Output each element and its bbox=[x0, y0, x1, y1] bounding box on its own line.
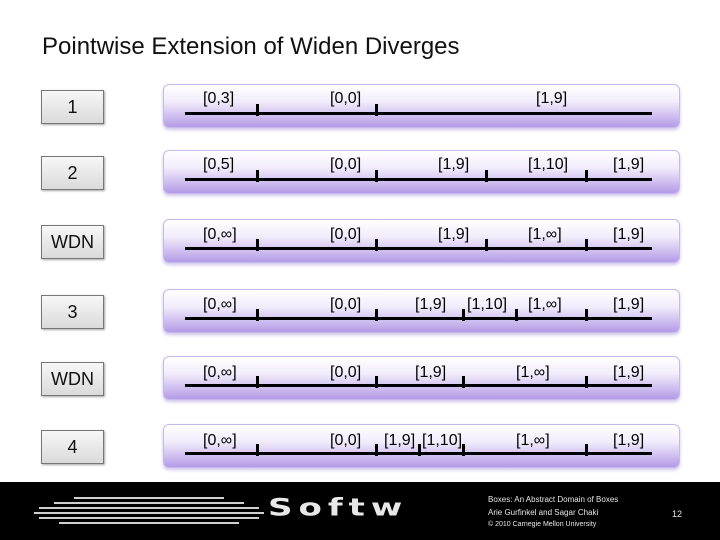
interval-label: [1,9] bbox=[438, 156, 470, 173]
interval-label: [1,10] bbox=[528, 156, 569, 173]
tick bbox=[375, 170, 378, 182]
interval-label: [1,∞] bbox=[528, 226, 562, 243]
tick bbox=[585, 444, 588, 456]
interval-label: [0,0] bbox=[330, 432, 362, 449]
tick bbox=[485, 239, 488, 251]
row-label: WDN bbox=[41, 362, 104, 396]
number-line bbox=[185, 112, 652, 115]
interval-label: [1,9] bbox=[613, 296, 645, 313]
tick bbox=[256, 376, 259, 388]
interval-label: [0,5] bbox=[203, 156, 235, 173]
tick bbox=[375, 239, 378, 251]
tick bbox=[462, 376, 465, 388]
tick bbox=[256, 170, 259, 182]
interval-label: [0,∞] bbox=[203, 226, 237, 243]
interval-label: [0,0] bbox=[330, 364, 362, 381]
interval-label: [1,9] bbox=[613, 156, 645, 173]
interval-label: [1,9] bbox=[613, 364, 645, 381]
tick bbox=[375, 444, 378, 456]
tick bbox=[256, 444, 259, 456]
interval-bar bbox=[163, 289, 680, 333]
footer-band bbox=[0, 482, 720, 540]
footer-credit-authors: Arie Gurfinkel and Sagar Chaki bbox=[488, 508, 599, 517]
interval-bar bbox=[163, 356, 680, 400]
interval-label: [0,∞] bbox=[203, 364, 237, 381]
tick bbox=[585, 376, 588, 388]
tick bbox=[418, 444, 421, 456]
interval-label: [1,9] bbox=[438, 226, 470, 243]
interval-label: [0,0] bbox=[330, 156, 362, 173]
number-line bbox=[185, 384, 652, 387]
row-label: 2 bbox=[41, 156, 104, 190]
row-label: WDN bbox=[41, 225, 104, 259]
slide-title: Pointwise Extension of Widen Diverges bbox=[42, 33, 460, 60]
interval-label: [0,0] bbox=[330, 226, 362, 243]
interval-label: [1,9] bbox=[384, 432, 416, 449]
logo-stripes bbox=[34, 497, 264, 527]
number-line bbox=[185, 317, 652, 320]
interval-label: [1,10] bbox=[422, 432, 463, 449]
interval-label: [1,∞] bbox=[528, 296, 562, 313]
interval-bar bbox=[163, 84, 680, 128]
interval-label: [1,9] bbox=[536, 90, 568, 107]
row-label: 1 bbox=[41, 90, 104, 124]
page-number: 12 bbox=[672, 509, 683, 519]
interval-label: [0,∞] bbox=[203, 296, 237, 313]
number-line bbox=[185, 178, 652, 181]
interval-label: [1,∞] bbox=[516, 364, 550, 381]
interval-bar bbox=[163, 219, 680, 263]
interval-label: [1,10] bbox=[467, 296, 508, 313]
interval-label: [1,9] bbox=[613, 226, 645, 243]
tick bbox=[256, 104, 259, 116]
number-line bbox=[185, 247, 652, 250]
tick bbox=[375, 309, 378, 321]
tick bbox=[585, 309, 588, 321]
interval-label: [1,∞] bbox=[516, 432, 550, 449]
interval-bar bbox=[163, 424, 680, 468]
tick bbox=[375, 104, 378, 116]
tick bbox=[585, 239, 588, 251]
tick bbox=[462, 444, 465, 456]
footer-copyright: © 2010 Carnegie Mellon University bbox=[488, 521, 597, 528]
footer-credit-title: Boxes: An Abstract Domain of Boxes bbox=[488, 495, 619, 504]
interval-label: [1,9] bbox=[415, 364, 447, 381]
row-label: 4 bbox=[41, 430, 104, 464]
tick bbox=[256, 239, 259, 251]
interval-label: [1,9] bbox=[415, 296, 447, 313]
interval-bar bbox=[163, 150, 680, 194]
row-label: 3 bbox=[41, 295, 104, 329]
interval-label: [0,∞] bbox=[203, 432, 237, 449]
tick bbox=[515, 309, 518, 321]
tick bbox=[462, 309, 465, 321]
interval-label: [0,0] bbox=[330, 90, 362, 107]
tick bbox=[585, 170, 588, 182]
tick bbox=[256, 309, 259, 321]
interval-label: [1,9] bbox=[613, 432, 645, 449]
brand-logo-text: Softw bbox=[268, 494, 409, 522]
tick bbox=[375, 376, 378, 388]
interval-label: [0,3] bbox=[203, 90, 235, 107]
tick bbox=[485, 170, 488, 182]
interval-label: [0,0] bbox=[330, 296, 362, 313]
